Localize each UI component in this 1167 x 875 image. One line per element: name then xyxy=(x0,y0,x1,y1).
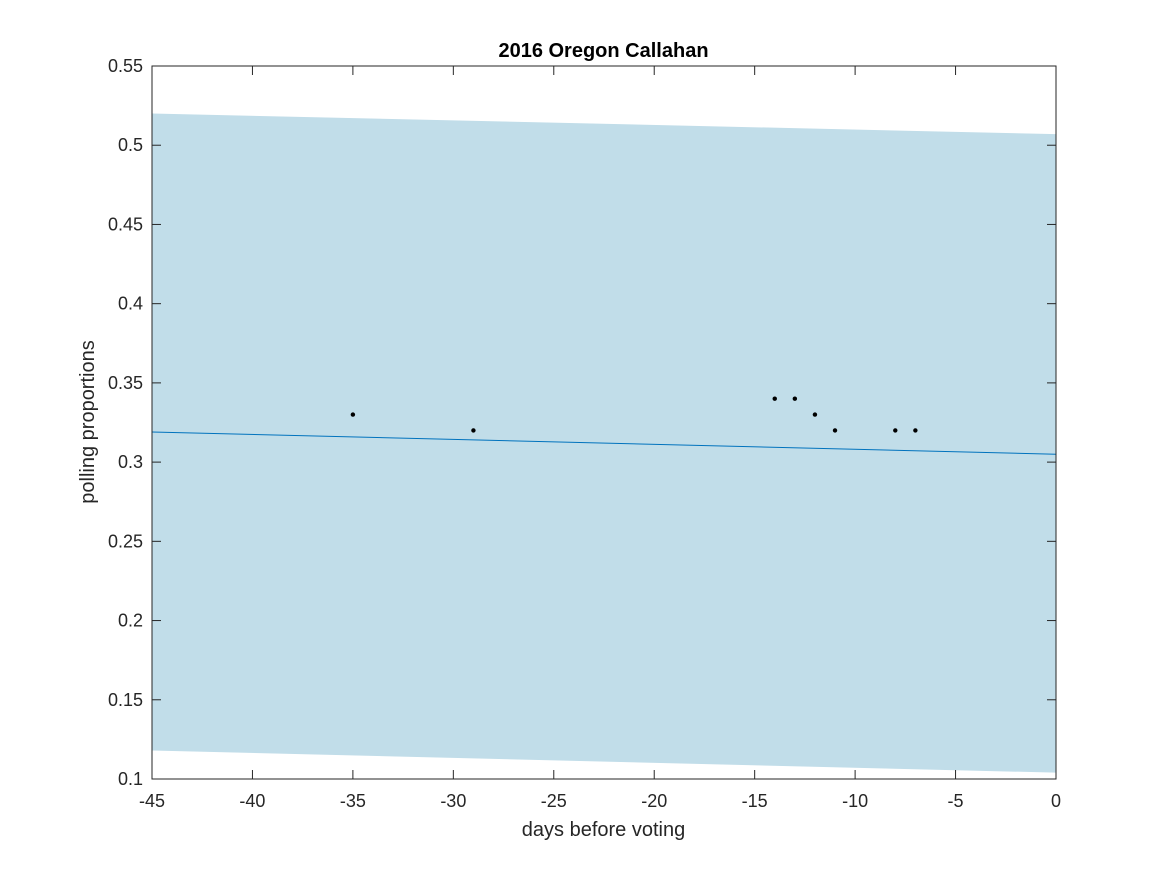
x-tick-label: 0 xyxy=(1051,791,1061,811)
data-point xyxy=(471,428,476,433)
y-axis-label: polling proportions xyxy=(77,340,99,503)
x-tick-label: -45 xyxy=(139,791,165,811)
y-tick-label: 0.3 xyxy=(118,452,143,472)
axes-box xyxy=(151,65,1057,780)
axes-layer xyxy=(151,65,1057,780)
y-tick-label: 0.5 xyxy=(118,135,143,155)
data-point xyxy=(792,396,798,401)
data-point xyxy=(913,428,918,433)
y-tick-label: 0.2 xyxy=(118,611,143,631)
tick-labels-layer: -45 -40 -35 -30 -25 -20 -15 -10 -5 0 0.1 0.15 0.2 0.2… xyxy=(108,56,1061,811)
data-point xyxy=(350,412,356,417)
y-tick-label: 0.35 xyxy=(108,373,143,393)
data-point xyxy=(772,396,777,401)
y-tick-label: 0.1 xyxy=(118,769,143,789)
data-points-layer xyxy=(350,396,918,433)
y-tick-label: 0.4 xyxy=(118,294,143,314)
data-point xyxy=(832,428,838,433)
x-tick-label: -35 xyxy=(340,791,366,811)
y-tick-label: 0.55 xyxy=(108,56,143,76)
x-tick-label: -30 xyxy=(440,791,466,811)
x-tick-label: -25 xyxy=(541,791,567,811)
y-tick-label: 0.45 xyxy=(108,214,143,234)
data-point xyxy=(893,428,898,433)
x-tick-label: -20 xyxy=(641,791,667,811)
x-tick-label: -15 xyxy=(742,791,768,811)
y-tick-label: 0.25 xyxy=(108,531,143,551)
x-tick-label: -5 xyxy=(948,791,964,811)
data-point xyxy=(812,412,818,417)
trend-line-layer xyxy=(151,431,1057,455)
trend-line xyxy=(151,431,1057,455)
x-tick-label: -10 xyxy=(842,791,868,811)
x-axis-label: days before voting xyxy=(522,819,685,841)
chart-title: 2016 Oregon Callahan xyxy=(498,40,708,62)
x-tick-label: -40 xyxy=(239,791,265,811)
y-tick-label: 0.15 xyxy=(108,690,143,710)
